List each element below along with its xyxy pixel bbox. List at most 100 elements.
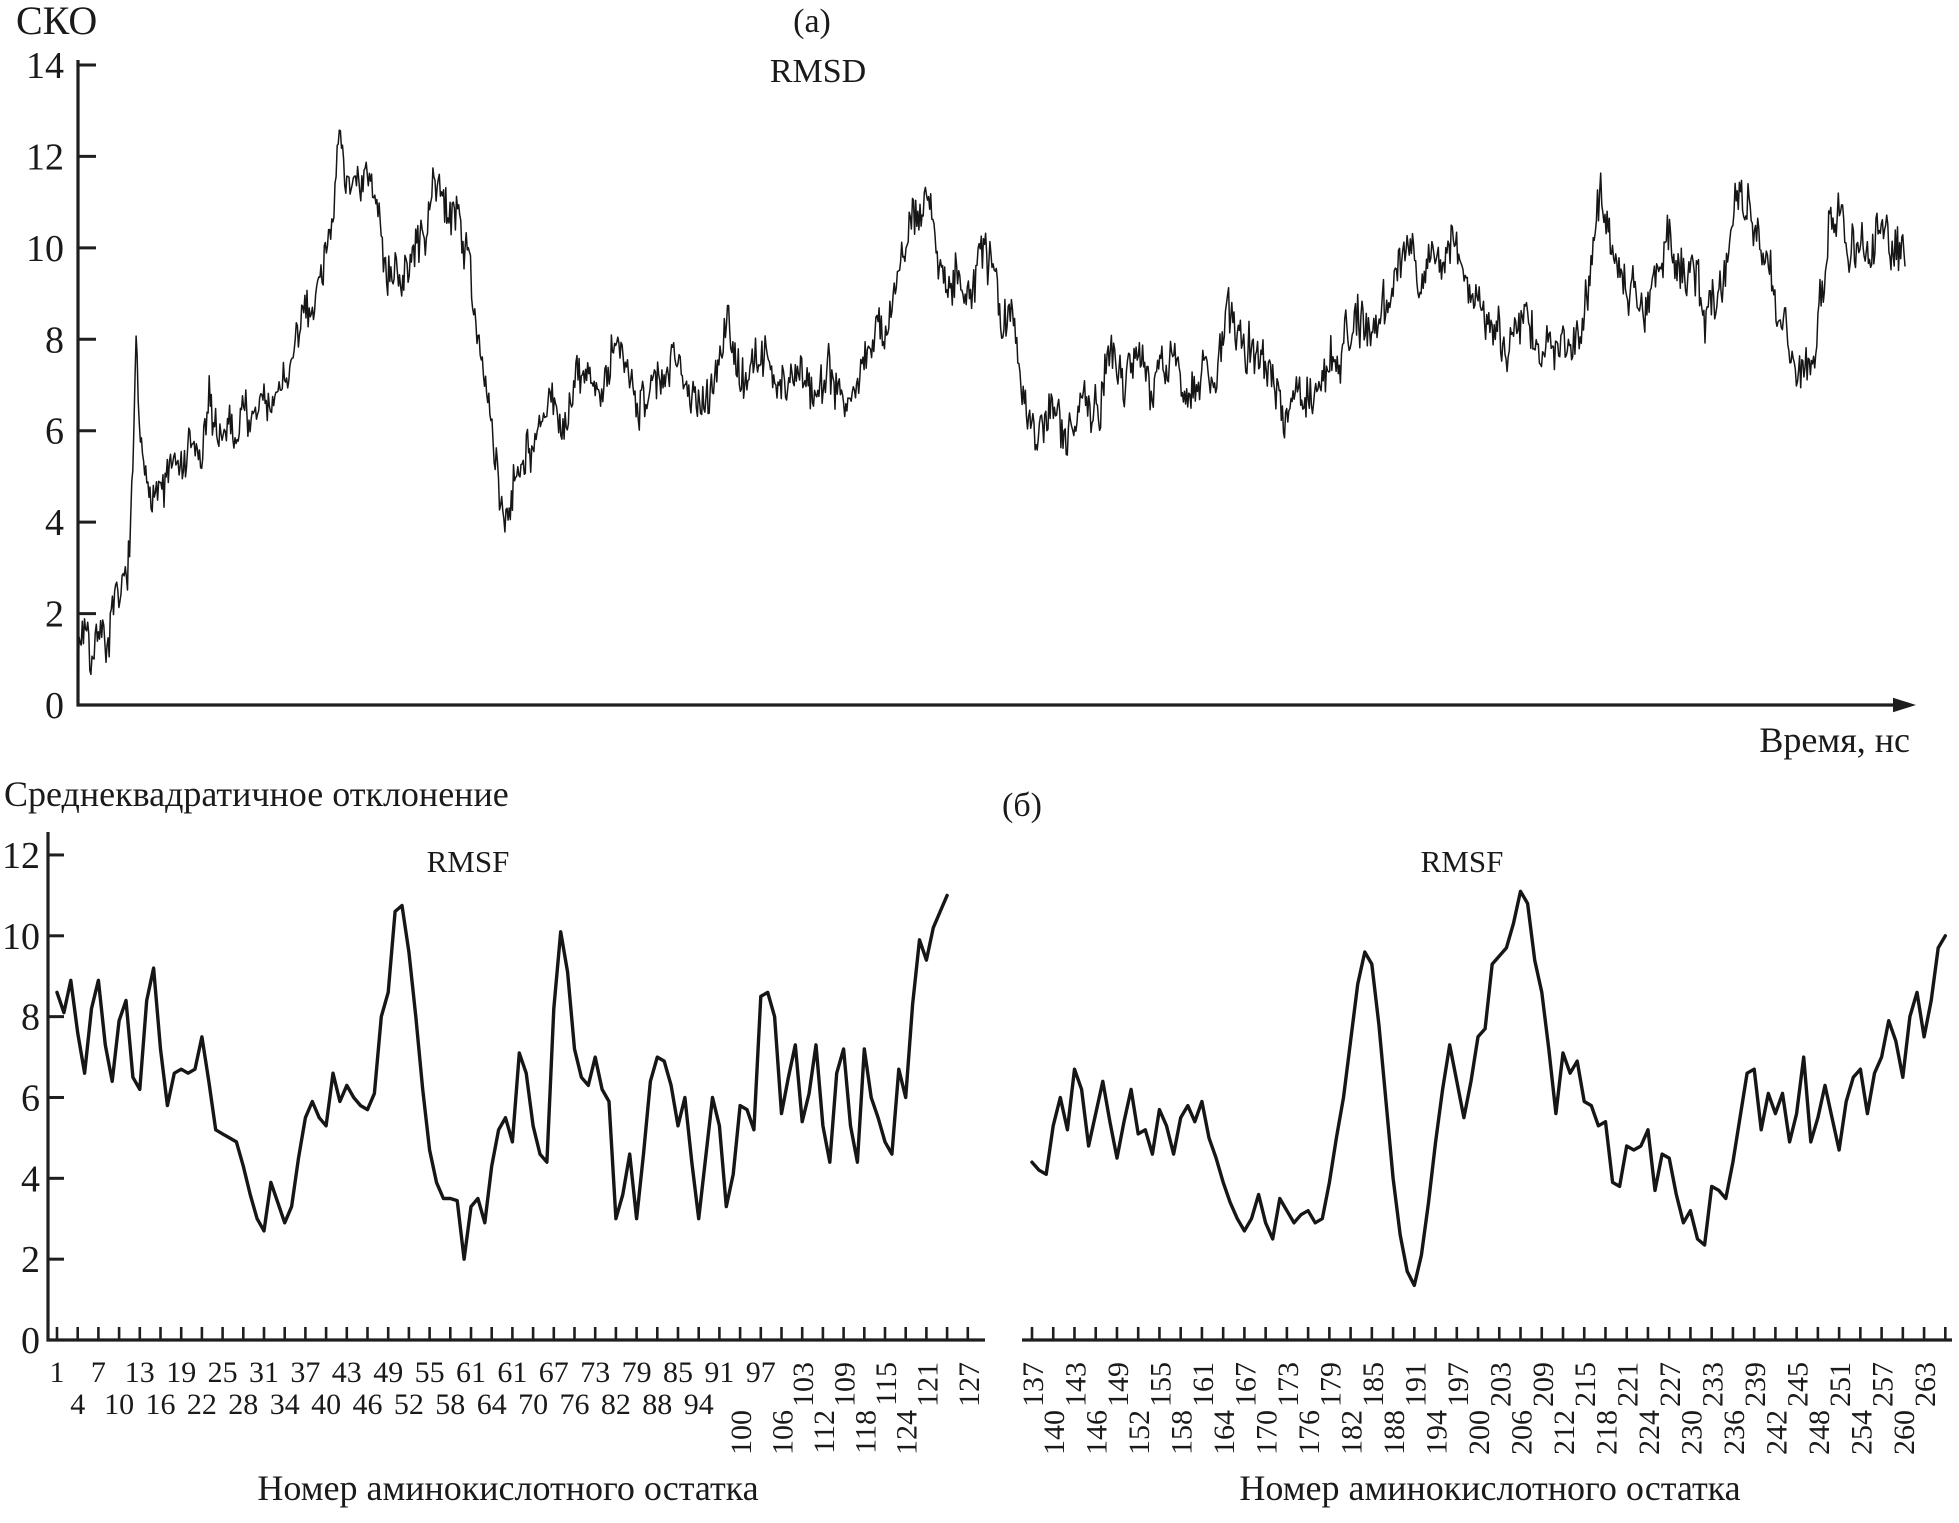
rmsf-right-x-tick-label-rotated: 245 [1782, 1362, 1815, 1407]
rmsf-left-x-tick-label: 58 [435, 1388, 465, 1421]
rmsf-left-x-tick-label: 73 [580, 1356, 610, 1389]
rmsf-y-tick-label: 4 [21, 1158, 40, 1200]
rmsf-left-x-tick-label: 34 [270, 1388, 300, 1421]
rmsf-right-x-tick-label-rotated: 215 [1569, 1362, 1602, 1407]
rmsf-left-x-tick-label: 79 [622, 1356, 652, 1389]
rmsf-left-x-tick-label-rotated: 106 [767, 1410, 800, 1455]
rmsf-right-x-tick-label-rotated: 260 [1888, 1410, 1921, 1455]
rmsf-left-x-tick-label: 88 [642, 1388, 672, 1421]
rmsf-right-x-tick-label-rotated: 137 [1017, 1362, 1050, 1407]
rmsf-section-label: Среднеквадратичное отклонение [4, 774, 509, 814]
rmsf-right-x-tick-label-rotated: 173 [1272, 1362, 1305, 1407]
rmsf-right-x-tick-label-rotated: 203 [1484, 1362, 1517, 1407]
rmsf-right-x-tick-label-rotated: 191 [1399, 1362, 1432, 1407]
rmsf-left-axes [46, 832, 985, 1342]
rmsd-y-tick-label: 6 [45, 411, 64, 453]
rmsf-right-x-tick-label-rotated: 242 [1760, 1410, 1793, 1455]
rmsf-left-x-tick-label: 94 [684, 1388, 714, 1421]
rmsf-left-x-tick-label: 97 [746, 1356, 776, 1389]
rmsf-right-x-tick-label-rotated: 164 [1208, 1410, 1241, 1455]
rmsf-left-x-tick-label-rotated: 121 [911, 1362, 944, 1407]
rmsf-right-x-tick-label-rotated: 161 [1187, 1362, 1220, 1407]
rmsd-x-axis-title: Время, нс [1759, 720, 1910, 760]
rmsf-right-x-tick-label-rotated: 221 [1612, 1362, 1645, 1407]
x-axis-arrowhead [1893, 697, 1916, 713]
rmsf-left-x-tick-label: 82 [601, 1388, 631, 1421]
rmsf-left-x-tick-label: 13 [125, 1356, 155, 1389]
rmsf-left-x-tick-label-rotated: 115 [870, 1362, 903, 1406]
rmsf-right-x-tick-label-rotated: 218 [1590, 1410, 1623, 1455]
rmsf-right-x-tick-label-rotated: 188 [1378, 1410, 1411, 1455]
rmsf-right-x-tick-label-rotated: 206 [1506, 1410, 1539, 1455]
rmsf-left-x-tick-label: 19 [166, 1356, 196, 1389]
rmsf-right-x-tick-label-rotated: 212 [1548, 1410, 1581, 1455]
rmsd-y-tick-label: 8 [45, 319, 64, 361]
rmsf-right-x-tick-label-rotated: 155 [1144, 1362, 1177, 1407]
rmsf-right-x-tick-label-rotated: 209 [1527, 1362, 1560, 1407]
panel-a-tag: (a) [793, 3, 831, 40]
rmsf-left-x-tick-label: 85 [663, 1356, 693, 1389]
rmsf-left-x-tick-label: 55 [415, 1356, 445, 1389]
rmsf-right-x-tick-label-rotated: 230 [1675, 1410, 1708, 1455]
rmsf-left-x-tick-label: 61 [497, 1356, 527, 1389]
rmsf-left-x-tick-label-rotated: 112 [808, 1410, 841, 1454]
rmsf-right-x-tick-label-rotated: 140 [1038, 1410, 1071, 1455]
rmsf-left-x-tick-label: 61 [456, 1356, 486, 1389]
rmsf-right-x-tick-label-rotated: 146 [1081, 1410, 1114, 1455]
rmsf-left-x-tick-label: 49 [373, 1356, 403, 1389]
rmsf-right-x-tick-label-rotated: 170 [1251, 1410, 1284, 1455]
rmsf-right-x-tick-label-rotated: 197 [1442, 1362, 1475, 1407]
rmsd-y-tick-label: 2 [45, 594, 64, 636]
curves-layer [55, 129, 1948, 1288]
rmsf-right-x-tick-label-rotated: 152 [1123, 1410, 1156, 1455]
rmsf-left-x-tick-label: 70 [518, 1388, 548, 1421]
rmsf-y-tick-label: 12 [2, 835, 40, 877]
rmsf-left-x-tick-label: 7 [91, 1356, 106, 1389]
rmsf-left-x-tick-label: 10 [104, 1388, 134, 1421]
rmsf-right-x-tick-label-rotated: 149 [1102, 1362, 1135, 1407]
rmsf-left-x-tick-label: 22 [187, 1388, 217, 1421]
rmsd-title: RMSD [770, 53, 866, 90]
rmsf-left-x-tick-label: 1 [50, 1356, 65, 1389]
rmsf-right-x-tick-label-rotated: 239 [1739, 1362, 1772, 1407]
rmsd-y-axis-title: СКО [16, 0, 97, 43]
rmsf-right-x-axis-title: Номер аминокислотного остатка [1239, 1468, 1740, 1508]
rmsf-right-x-tick-label-rotated: 182 [1336, 1410, 1369, 1455]
rmsf-right-x-tick-label-rotated: 251 [1824, 1362, 1857, 1407]
rmsf-y-tick-label: 2 [21, 1239, 40, 1281]
rmsf-left-x-tick-label: 52 [394, 1388, 424, 1421]
rmsf-y-tick-label: 0 [21, 1320, 40, 1362]
rmsf-right-x-tick-label-rotated: 143 [1059, 1362, 1092, 1407]
rmsf-left-x-tick-label: 76 [560, 1388, 590, 1421]
rmsf-left-x-tick-label-rotated: 100 [725, 1410, 758, 1455]
rmsf-right-x-tick-label-rotated: 248 [1803, 1410, 1836, 1455]
rmsf-y-tick-label: 10 [2, 916, 40, 958]
rmsf-left-x-tick-label: 67 [539, 1356, 569, 1389]
rmsf-left-x-tick-label-rotated: 118 [849, 1410, 882, 1454]
rmsf-right-x-tick-label-rotated: 227 [1654, 1362, 1687, 1407]
rmsf-left-x-tick-label: 64 [477, 1388, 507, 1421]
rmsd-y-tick-label: 12 [26, 136, 64, 178]
rmsf-left-x-tick-label-rotated: 127 [953, 1362, 986, 1407]
rmsf-left-x-axis-title: Номер аминокислотного остатка [257, 1468, 758, 1508]
axes-layer [46, 60, 1952, 1342]
rmsf-right-x-tick-label-rotated: 167 [1229, 1362, 1262, 1407]
rmsf-right-x-tick-label-rotated: 179 [1314, 1362, 1347, 1407]
rmsf-left-x-tick-label-rotated: 124 [891, 1410, 924, 1455]
rmsf-right-title: RMSF [1421, 844, 1504, 879]
rmsf-left-x-tick-label: 43 [332, 1356, 362, 1389]
rmsd-y-tick-label: 0 [45, 685, 64, 727]
rmsd-y-tick-label: 10 [26, 228, 64, 270]
rmsf-right-x-tick-label-rotated: 254 [1845, 1410, 1878, 1455]
panel-b-tag: (б) [1002, 787, 1042, 824]
rmsf-left-x-tick-label: 25 [208, 1356, 238, 1389]
rmsf-left-x-tick-label: 4 [70, 1388, 85, 1421]
rmsf-right-x-tick-label-rotated: 200 [1463, 1410, 1496, 1455]
rmsf-right-curve [1030, 889, 1948, 1288]
rmsf-right-x-tick-label-rotated: 257 [1867, 1362, 1900, 1407]
rmsf-right-x-tick-label-rotated: 224 [1633, 1410, 1666, 1455]
rmsd-y-tick-label: 14 [26, 45, 64, 87]
